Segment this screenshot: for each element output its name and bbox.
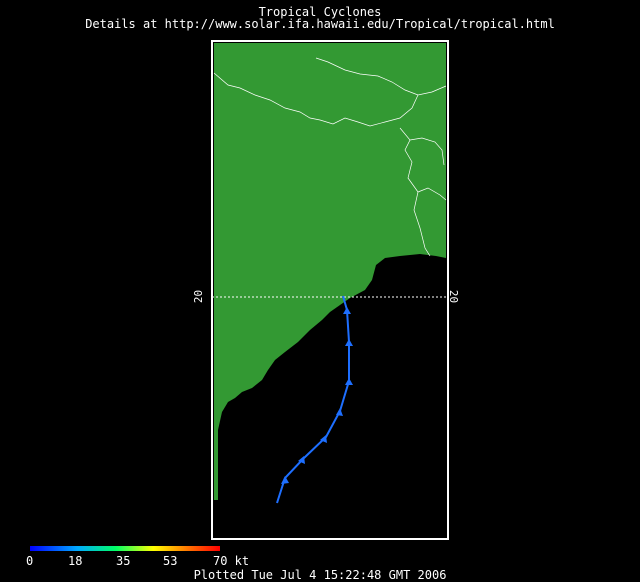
intensity-legend: 0 18 35 53 70 kt	[26, 546, 249, 568]
details-link-text: Details at http://www.solar.ifa.hawaii.e…	[85, 17, 555, 31]
legend-tick: 70 kt	[213, 554, 250, 568]
track-arrow	[336, 408, 343, 416]
chart-title: Tropical Cyclones	[258, 5, 382, 19]
landmass	[214, 43, 446, 500]
track-arrow	[298, 456, 305, 464]
legend-tick: 18	[68, 554, 83, 568]
borders	[213, 57, 447, 257]
plotted-timestamp: Plotted Tue Jul 4 15:22:48 GMT 2006	[193, 568, 447, 582]
legend-tick: 0	[26, 554, 34, 568]
track-arrow	[320, 435, 327, 443]
track-arrow	[345, 339, 353, 346]
track-arrow	[345, 378, 353, 385]
legend-tick: 53	[163, 554, 178, 568]
track-arrow	[343, 307, 351, 314]
track-arrow	[281, 476, 289, 484]
legend-color-bar	[30, 546, 220, 551]
track-arrows	[281, 307, 353, 484]
latitude-label-right: 20	[447, 289, 461, 304]
legend-tick: 35	[116, 554, 131, 568]
latitude-label-left: 20	[192, 289, 206, 304]
